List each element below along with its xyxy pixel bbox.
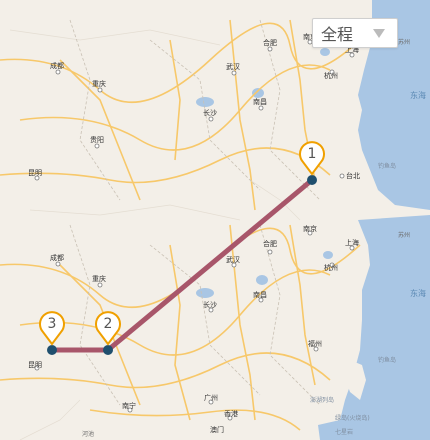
label-guangzhou: 广州	[204, 393, 218, 402]
marker-number: 1	[307, 146, 317, 162]
label-guiyang: 贵阳	[90, 135, 104, 144]
label-chengdu: 成都	[50, 61, 64, 70]
label-wuhan: 武汉	[226, 62, 240, 71]
lake-taihu-s	[323, 251, 333, 259]
label-aomen: 澳门	[210, 425, 224, 434]
label-diaoyudao: 钓鱼岛	[378, 162, 396, 170]
label-lvdao: 绿岛(火烧岛)	[335, 414, 370, 422]
label-wuhan-2: 武汉	[226, 255, 240, 264]
map-pin-icon	[39, 311, 65, 346]
route-filter-label: 全程	[321, 25, 354, 44]
label-fuzhou: 福州	[308, 339, 322, 348]
taiwan-north	[350, 165, 366, 192]
label-changsha: 长沙	[203, 108, 217, 117]
province-borders	[69, 19, 321, 406]
lake-poyang-s	[256, 275, 268, 285]
marker-anchor-3	[47, 345, 57, 355]
label-suzhou: 苏州	[398, 38, 410, 46]
label-taibei: 台北	[346, 171, 360, 180]
label-shanghai-2: 上海	[345, 238, 359, 247]
label-nanchang-2: 南昌	[253, 290, 267, 299]
minor-roads	[9, 29, 301, 440]
label-qixing: 七星岩	[335, 428, 353, 436]
route-marker-3[interactable]: 3	[39, 310, 65, 346]
lake-dongting-n	[196, 97, 214, 107]
marker-number: 2	[103, 316, 113, 332]
label-nanjing-2: 南京	[303, 224, 317, 233]
label-donghai-2: 东海	[410, 288, 426, 298]
label-kunming-2: 昆明	[28, 361, 42, 369]
sea-area-south	[318, 215, 430, 440]
label-shanghai: 上海	[345, 45, 359, 54]
city-dots	[34, 39, 355, 421]
map-pin-icon	[95, 311, 121, 346]
label-hefei-2: 合肥	[263, 239, 277, 248]
label-kunming: 昆明	[28, 169, 42, 177]
route-filter-dropdown[interactable]: 全程	[312, 18, 398, 48]
label-changsha-2: 长沙	[203, 300, 217, 309]
label-xianggang: 香港	[224, 409, 238, 418]
label-chengdu-2: 成都	[50, 253, 64, 262]
map-pin-icon	[299, 141, 325, 176]
lake-taihu-n	[320, 48, 330, 56]
label-hangzhou-2: 杭州	[324, 263, 338, 272]
chevron-down-icon[interactable]	[373, 29, 385, 38]
lake-dongting-s	[196, 288, 214, 298]
label-nanjing: 南京	[303, 32, 317, 41]
sea-area-north	[358, 0, 430, 210]
marker-anchor-1	[307, 175, 317, 185]
route-marker-1[interactable]: 1	[299, 140, 325, 176]
marker-anchor-2	[103, 345, 113, 355]
label-donghai: 东海	[410, 90, 426, 100]
route-marker-2[interactable]: 2	[95, 310, 121, 346]
lake-poyang-n	[252, 88, 264, 98]
label-nanning: 南宁	[122, 401, 136, 410]
label-hangzhou: 杭州	[324, 71, 338, 80]
label-penghu: 澎湖列岛	[310, 396, 334, 404]
label-suzhou-2: 苏州	[398, 231, 410, 239]
label-nanchang: 南昌	[253, 97, 267, 106]
taiwan-south	[344, 360, 366, 400]
label-diaoyudao-2: 钓鱼岛	[378, 356, 396, 364]
label-chongqing: 重庆	[92, 79, 106, 88]
label-hedi: 河池	[82, 430, 94, 438]
label-chongqing-2: 重庆	[92, 274, 106, 283]
marker-number: 3	[47, 316, 57, 332]
label-hefei: 合肥	[263, 38, 277, 47]
